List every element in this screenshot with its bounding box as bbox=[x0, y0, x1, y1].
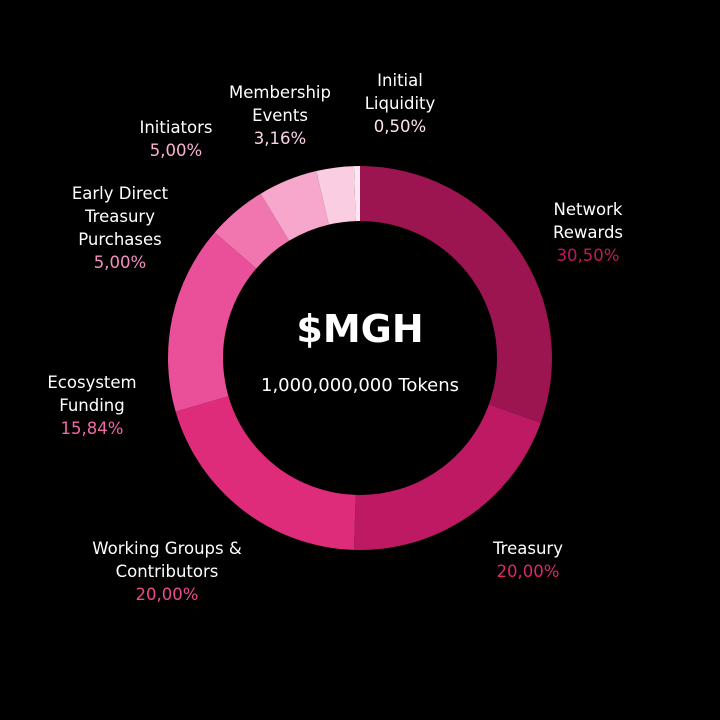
slice-value-6: 3,16% bbox=[254, 129, 306, 148]
slice-3 bbox=[168, 232, 257, 412]
slice-label-3: Funding bbox=[59, 396, 125, 415]
chart-subtitle: 1,000,000,000 Tokens bbox=[261, 375, 459, 396]
slice-value-3: 15,84% bbox=[61, 419, 124, 438]
slice-7 bbox=[353, 166, 360, 222]
slice-2 bbox=[175, 396, 356, 550]
slice-value-1: 20,00% bbox=[497, 562, 560, 581]
label-group: Network Rewards 30,50% Treasury 20,00% Workin… bbox=[47, 71, 623, 604]
slice-6 bbox=[316, 166, 356, 225]
slice-label-1: Treasury bbox=[492, 539, 563, 558]
slice-label-4: Purchases bbox=[78, 230, 162, 249]
slice-0 bbox=[360, 166, 552, 424]
slice-value-5: 5,00% bbox=[150, 141, 202, 160]
slice-label-7: Liquidity bbox=[365, 94, 436, 113]
slice-label-4: Early Direct bbox=[72, 184, 169, 203]
slice-label-3: Ecosystem bbox=[47, 373, 136, 392]
slice-label-6: Events bbox=[252, 106, 308, 125]
slice-label-4: Treasury bbox=[84, 207, 155, 226]
slice-value-4: 5,00% bbox=[94, 253, 146, 272]
slice-label-5: Initiators bbox=[139, 118, 212, 137]
slice-group bbox=[168, 166, 552, 550]
slice-label-0: Rewards bbox=[553, 223, 623, 242]
slice-value-0: 30,50% bbox=[557, 246, 620, 265]
slice-5 bbox=[260, 171, 329, 241]
slice-label-2: Contributors bbox=[116, 562, 219, 581]
chart-title: $MGH bbox=[296, 307, 423, 351]
slice-value-7: 0,50% bbox=[374, 117, 426, 136]
slice-value-2: 20,00% bbox=[136, 585, 199, 604]
slice-label-7: Initial bbox=[377, 71, 423, 90]
slice-1 bbox=[353, 404, 541, 550]
slice-label-0: Network bbox=[554, 200, 623, 219]
slice-label-2: Working Groups & bbox=[92, 539, 242, 558]
slice-label-6: Membership bbox=[229, 83, 331, 102]
slice-4 bbox=[214, 193, 290, 269]
